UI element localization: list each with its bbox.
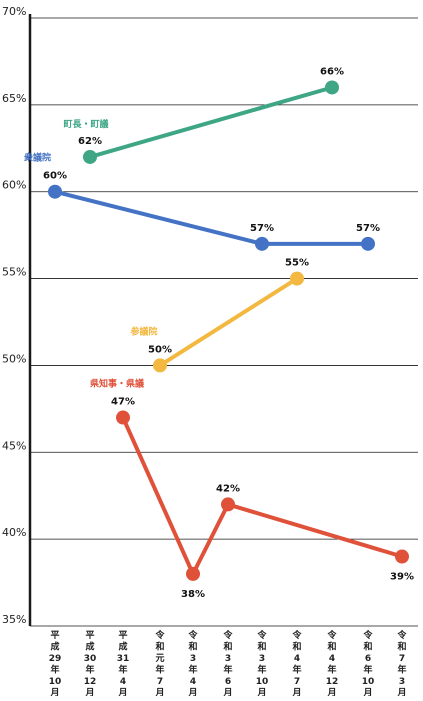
y-tick-label: 50% xyxy=(2,352,26,365)
data-point xyxy=(255,236,269,251)
series-name-label: 県知事・県議 xyxy=(90,378,144,390)
series-line xyxy=(158,276,299,368)
series-name-label: 町長・町議 xyxy=(63,118,108,130)
y-tick-label: 55% xyxy=(2,266,26,279)
x-tick-label: 令和 3 年 4 月 xyxy=(187,629,198,696)
data-label: 42% xyxy=(216,483,240,494)
data-point xyxy=(153,358,167,373)
x-tick-label: 平成 31 年 4 月 xyxy=(117,630,130,696)
data-point xyxy=(395,549,409,564)
data-point xyxy=(83,149,97,164)
y-tick-label: 45% xyxy=(2,439,26,452)
data-label: 60% xyxy=(43,171,67,182)
y-tick-label: 60% xyxy=(2,179,26,192)
series-line xyxy=(89,85,333,159)
data-point xyxy=(290,271,304,286)
x-tick-label: 平成 29 年 10 月 xyxy=(49,630,62,696)
data-label: 62% xyxy=(78,136,102,147)
data-label: 66% xyxy=(320,66,344,77)
data-point xyxy=(325,80,339,95)
series-name-label: 参議院 xyxy=(130,325,157,337)
data-point xyxy=(186,566,200,581)
y-tick-label: 70% xyxy=(2,5,26,18)
x-tick-label: 令和 6 年 10 月 xyxy=(362,629,375,696)
data-label: 39% xyxy=(390,572,414,583)
x-tick-label: 令和 3 年 6 月 xyxy=(222,629,233,696)
series-name-label: 衆議院 xyxy=(24,152,51,164)
data-point xyxy=(221,497,235,512)
data-label: 50% xyxy=(148,344,172,355)
x-tick-label: 令和 7 年 3 月 xyxy=(396,629,407,696)
y-tick-label: 40% xyxy=(2,526,26,539)
data-label: 55% xyxy=(285,258,309,269)
data-label: 57% xyxy=(356,223,380,234)
y-tick-label: 35% xyxy=(2,613,26,626)
x-tick-label: 令和 3 年 10 月 xyxy=(256,629,269,696)
data-label: 47% xyxy=(111,397,135,408)
data-point xyxy=(48,184,62,199)
data-point xyxy=(116,410,130,425)
x-tick-label: 令和元年 7 月 xyxy=(154,629,165,696)
series-line xyxy=(54,189,368,246)
x-tick-label: 令和 4 年 12 月 xyxy=(326,629,339,696)
data-point xyxy=(361,236,375,251)
data-label: 57% xyxy=(250,223,274,234)
x-tick-label: 令和 4 年 7 月 xyxy=(291,629,302,696)
x-tick-label: 平成 30 年 12 月 xyxy=(84,630,97,696)
data-label: 38% xyxy=(181,589,205,600)
y-tick-label: 65% xyxy=(2,92,26,105)
series-line xyxy=(121,416,403,576)
